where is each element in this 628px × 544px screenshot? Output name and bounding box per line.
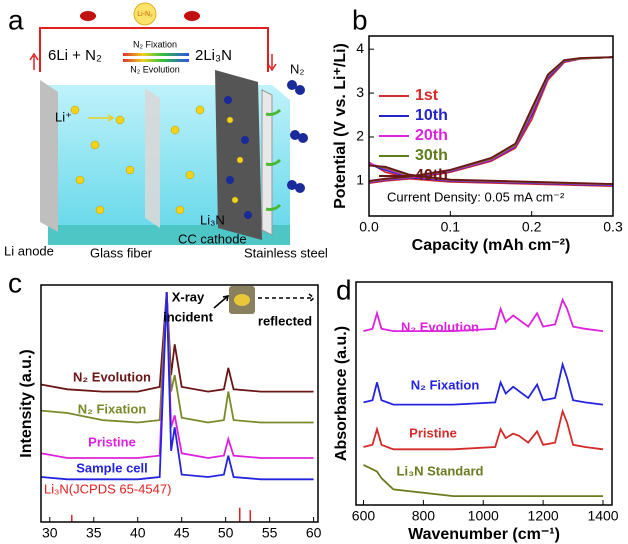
y-axis-label: Potential (V vs. Li⁺/Li) bbox=[332, 43, 349, 209]
page: a Li-N₂ 6Li + N₂ 2Li₃N N₂ Fixation N₂ Ev… bbox=[0, 0, 628, 544]
series-label: Pristine bbox=[88, 434, 136, 449]
products: 2Li₃N bbox=[195, 47, 232, 64]
annotation: Current Density: 0.05 mA cm⁻² bbox=[387, 189, 565, 204]
inset-label: X-ray bbox=[172, 289, 205, 304]
x-axis-label: Wavenumber (cm⁻¹) bbox=[408, 526, 560, 543]
x-tick-label: 35 bbox=[86, 525, 102, 541]
product-label: Li₃N bbox=[200, 212, 225, 227]
reactants: 6Li + N₂ bbox=[48, 47, 102, 64]
series-line bbox=[369, 57, 613, 184]
y-tick-label: 1 bbox=[356, 172, 364, 188]
legend-label: 20th bbox=[415, 127, 448, 144]
part-label: CC cathode bbox=[178, 231, 247, 246]
ion-label: Li⁺ bbox=[55, 109, 72, 124]
bulb-label: Li-N₂ bbox=[137, 11, 153, 18]
x-tick-label: 600 bbox=[352, 508, 376, 524]
series-line bbox=[369, 57, 613, 184]
legend-label: 40th bbox=[415, 167, 448, 184]
x-tick-label: 0.2 bbox=[522, 219, 542, 235]
part-label: Li anode bbox=[4, 243, 54, 258]
x-tick-label: 800 bbox=[412, 508, 436, 524]
x-tick-label: 50 bbox=[218, 525, 234, 541]
equilibrium-arrow bbox=[123, 53, 189, 56]
separator bbox=[145, 88, 160, 228]
x-tick-label: 0.3 bbox=[603, 219, 623, 235]
backward-label: N₂ Evolution bbox=[130, 64, 180, 74]
series-label: N₂ Evolution bbox=[401, 319, 479, 334]
x-tick-label: 1000 bbox=[468, 508, 499, 524]
forward-label: N₂ Fixation bbox=[133, 39, 177, 49]
electron bbox=[80, 11, 96, 21]
x-tick-label: 45 bbox=[174, 525, 190, 541]
legend-label: 30th bbox=[415, 147, 448, 164]
figure: a Li-N₂ 6Li + N₂ 2Li₃N N₂ Fixation N₂ Ev… bbox=[0, 0, 628, 544]
panel-letter: b bbox=[352, 4, 368, 35]
series-line bbox=[364, 365, 604, 405]
series-line bbox=[369, 57, 613, 185]
anode bbox=[40, 80, 58, 232]
inset-label: incident bbox=[163, 309, 214, 324]
steel bbox=[262, 90, 272, 235]
electron bbox=[184, 11, 200, 21]
equilibrium-arrow bbox=[123, 59, 189, 62]
x-tick-label: 0.1 bbox=[441, 219, 461, 235]
x-tick-label: 1400 bbox=[587, 508, 618, 524]
x-tick-label: 1200 bbox=[528, 508, 559, 524]
series-label: Pristine bbox=[409, 425, 457, 440]
x-tick-label: 55 bbox=[262, 525, 278, 541]
arrow bbox=[268, 54, 276, 70]
panel-letter: c bbox=[8, 267, 22, 298]
panel-letter: d bbox=[336, 274, 352, 305]
legend-label: 10th bbox=[415, 107, 448, 124]
y-tick-label: 3 bbox=[356, 84, 364, 100]
series-line bbox=[369, 57, 613, 186]
legend-label: 1st bbox=[415, 87, 439, 104]
reference-label: Li₃N(JCPDS 65-4547) bbox=[44, 481, 171, 496]
arrow bbox=[30, 54, 38, 70]
y-tick-label: 4 bbox=[356, 40, 364, 56]
series-label: N₂ Fixation bbox=[78, 401, 147, 416]
y-tick-label: 2 bbox=[356, 128, 364, 144]
y-axis-label: Absorbance (a.u.) bbox=[333, 326, 350, 461]
series-label: Li₃N Standard bbox=[397, 463, 484, 478]
series-label: N₂ Evolution bbox=[73, 369, 151, 384]
series-line bbox=[369, 57, 613, 185]
y-axis-label: Intensity (a.u.) bbox=[18, 349, 35, 457]
x-axis-label: Capacity (mAh cm⁻²) bbox=[412, 237, 571, 254]
series-label: Sample cell bbox=[76, 460, 148, 475]
series-line bbox=[364, 300, 604, 331]
inset-photo bbox=[234, 294, 250, 306]
part-label: Stainless steel bbox=[244, 245, 328, 260]
x-tick-label: 40 bbox=[130, 525, 146, 541]
gas-label: N₂ bbox=[290, 61, 304, 76]
inset-label: reflected bbox=[258, 313, 312, 328]
part-label: Glass fiber bbox=[90, 245, 153, 260]
series-label: N₂ Fixation bbox=[411, 377, 480, 392]
inset-arrow bbox=[258, 294, 314, 302]
series-line bbox=[364, 411, 604, 449]
x-tick-label: 60 bbox=[306, 525, 322, 541]
plot-frame bbox=[356, 282, 612, 505]
x-tick-label: 30 bbox=[42, 525, 58, 541]
panel-letter: a bbox=[8, 4, 24, 35]
inset-arrow bbox=[214, 296, 228, 308]
schematic: a Li-N₂ 6Li + N₂ 2Li₃N N₂ Fixation N₂ Ev… bbox=[4, 3, 328, 260]
x-tick-label: 0.0 bbox=[359, 219, 379, 235]
